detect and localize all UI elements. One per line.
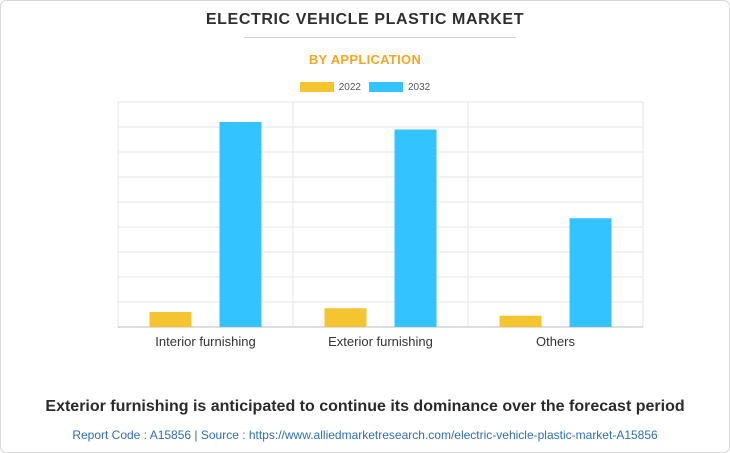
legend-label-2032: 2032: [408, 81, 431, 93]
bar-2032-others: [569, 218, 612, 327]
chart-subtitle: BY APPLICATION: [308, 52, 422, 67]
x-tick-label: Interior furnishing: [155, 334, 255, 349]
legend-item-2022: 2022: [299, 81, 361, 93]
legend-item-2032: 2032: [369, 82, 430, 93]
chart-title: ELECTRIC VEHICLE PLASTIC MARKET: [205, 11, 525, 28]
legend-swatch-2032: [369, 82, 403, 92]
legend-label-2022: 2022: [338, 81, 361, 93]
chart-headline: Exterior furnishing is anticipated to co…: [45, 398, 685, 415]
x-tick-label: Others: [536, 334, 576, 349]
bar-2022-interior-furnishing: [149, 312, 192, 327]
x-tick-label: Exterior furnishing: [328, 334, 433, 349]
report-source: Report Code : A15856 | Source : https://…: [72, 428, 658, 442]
chart-legend: 2022 2032: [0, 80, 730, 94]
bar-2022-exterior-furnishing: [324, 308, 367, 327]
legend-swatch-2022: [299, 82, 334, 92]
bar-2032-exterior-furnishing: [394, 129, 437, 327]
bar-2022-others: [499, 315, 542, 327]
title-divider: [244, 37, 516, 38]
bar-2032-interior-furnishing: [219, 122, 262, 327]
